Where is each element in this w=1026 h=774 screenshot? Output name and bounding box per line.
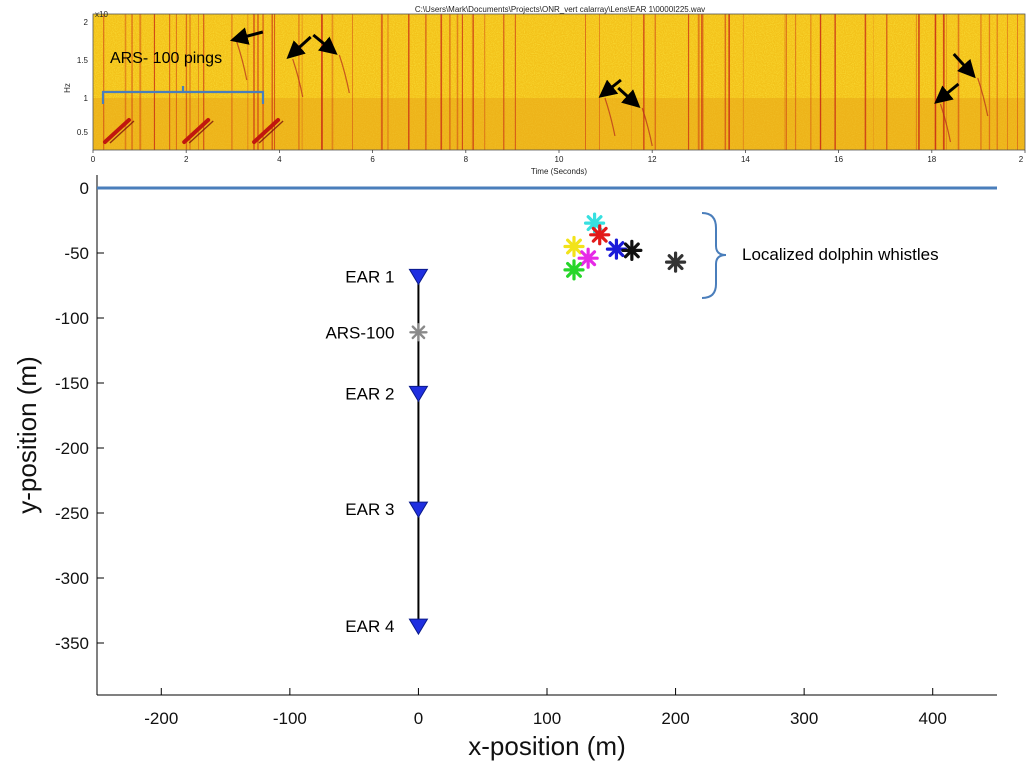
ping-mark — [109, 120, 135, 144]
spectrogram-x-tick-label: 0 — [91, 155, 96, 164]
spectrogram-y-label: Hz — [63, 83, 72, 93]
spectrogram-x-tick-label: 8 — [464, 155, 469, 164]
spectrogram-x-tick-label: 16 — [834, 155, 843, 164]
whistle-star — [566, 238, 582, 255]
whistle-point — [577, 247, 599, 269]
whistle-arrow — [952, 52, 976, 79]
whistle-trace — [236, 41, 248, 81]
scatter-y-label: y-position (m) — [12, 356, 42, 513]
receiver-label: EAR 2 — [345, 384, 394, 403]
spectrogram-x-tick-label: 4 — [277, 155, 282, 164]
pings-bracket — [101, 86, 265, 104]
y-tick-label: -200 — [55, 439, 89, 458]
ping-mark — [188, 120, 214, 144]
whistle-trace — [641, 107, 653, 147]
spectrogram-y-ticks: 2 1.5 1 0.5 — [77, 18, 89, 137]
x-tick-label: 100 — [533, 709, 561, 728]
spectrogram-x-tick-label: 2 — [184, 155, 189, 164]
scatter-x-label: x-position (m) — [468, 731, 625, 761]
ars-100-source: ARS-100 — [325, 323, 428, 342]
spectrogram-title: C:\Users\Mark\Documents\Projects\ONR_ver… — [415, 5, 705, 14]
whistle-star — [667, 254, 684, 271]
ping-mark — [182, 118, 211, 144]
whistle-point — [563, 259, 585, 281]
x-tick-label: 300 — [790, 709, 818, 728]
whistle-star — [591, 226, 608, 243]
x-tick-label: 400 — [919, 709, 947, 728]
whistle-arrow — [286, 35, 312, 60]
y-tick-label: -150 — [55, 374, 89, 393]
spectrogram-y-tick-label: 0.5 — [77, 128, 89, 137]
scatter-x-ticks: -200 -100 0 100 200 300 400 — [144, 688, 947, 728]
receiver-marker — [408, 501, 429, 519]
whistle-arrow — [598, 78, 622, 98]
whistle-point — [621, 239, 643, 261]
y-tick-label: -300 — [55, 569, 89, 588]
pings-label: ARS- 100 pings — [110, 50, 222, 67]
whistle-trace — [338, 54, 350, 94]
spectrogram-x-ticks: 0 2 4 6 8 10 12 14 16 18 2 — [91, 150, 1026, 164]
spectrogram-x-label: Time (Seconds) — [531, 167, 588, 176]
y-tick-label: -350 — [55, 634, 89, 653]
spectrogram-x-tick-label: 6 — [370, 155, 375, 164]
x-tick-label: -200 — [144, 709, 178, 728]
x-tick-label: -100 — [273, 709, 307, 728]
source-label: ARS-100 — [325, 323, 394, 342]
y-tick-label: -100 — [55, 309, 89, 328]
whistle-arrow — [617, 86, 641, 109]
spectrogram-whistle-traces — [236, 41, 989, 147]
spectrogram-panel: C:\Users\Mark\Documents\Projects\ONR_ver… — [63, 5, 1026, 176]
whistle-point — [563, 235, 585, 258]
whistle-markers — [563, 212, 687, 281]
x-tick-label: 200 — [661, 709, 689, 728]
spectrogram-x-tick-label: 18 — [927, 155, 936, 164]
ping-mark — [252, 118, 281, 144]
spectrogram-x-tick-label: 14 — [741, 155, 750, 164]
spectrogram-y-tick-label: 2 — [84, 18, 89, 27]
whistle-trace — [292, 58, 304, 98]
whistle-trace — [939, 103, 952, 143]
receiver-label: EAR 1 — [345, 267, 394, 286]
receiver-label: EAR 3 — [345, 500, 394, 519]
spectrogram-x-tick-label: 12 — [648, 155, 657, 164]
source-marker — [411, 325, 426, 340]
whistle-arrow — [934, 82, 960, 104]
scatter-panel: -200 -100 0 100 200 300 400 0-50-100-150-200-2… — [12, 175, 997, 761]
spectrogram-y-tick-label: 1 — [84, 94, 89, 103]
whistles-label: Localized dolphin whistles — [742, 245, 939, 264]
whistle-star — [566, 261, 582, 278]
whistle-arrow — [229, 27, 264, 45]
spectrogram-y-tick-label: 1.5 — [77, 56, 89, 65]
receiver-marker — [408, 385, 429, 403]
whistle-arrows — [229, 27, 976, 109]
whistle-trace — [977, 77, 989, 117]
spectrogram-low-band — [93, 98, 1025, 150]
spectrogram-pings — [102, 118, 284, 144]
receiver-marker — [408, 268, 429, 286]
receiver-label: EAR 4 — [345, 617, 394, 636]
whistles-bracket — [701, 212, 727, 299]
spectrogram-stripes — [103, 14, 1018, 150]
ping-mark — [258, 120, 284, 144]
receivers: EAR 1 EAR 2 EAR 3 EAR 4 — [345, 267, 429, 636]
whistle-trace — [604, 97, 616, 137]
whistle-point — [664, 251, 687, 273]
spectrogram-x-tick-label: 10 — [555, 155, 564, 164]
whistle-star — [623, 242, 640, 259]
whistle-arrow — [312, 33, 338, 55]
whistle-star — [586, 215, 603, 232]
y-tick-label: -50 — [64, 244, 89, 263]
ping-mark — [102, 118, 131, 144]
x-tick-label: 0 — [414, 709, 423, 728]
spectrogram-x-tick-label: 2 — [1019, 155, 1024, 164]
receiver-marker — [408, 618, 429, 636]
whistle-point — [589, 224, 611, 246]
whistle-star — [608, 241, 625, 258]
y-tick-label: 0 — [80, 179, 89, 198]
spectrogram-y-scale: x10 — [95, 10, 108, 19]
y-tick-label: -250 — [55, 504, 89, 523]
whistle-star — [580, 250, 597, 267]
